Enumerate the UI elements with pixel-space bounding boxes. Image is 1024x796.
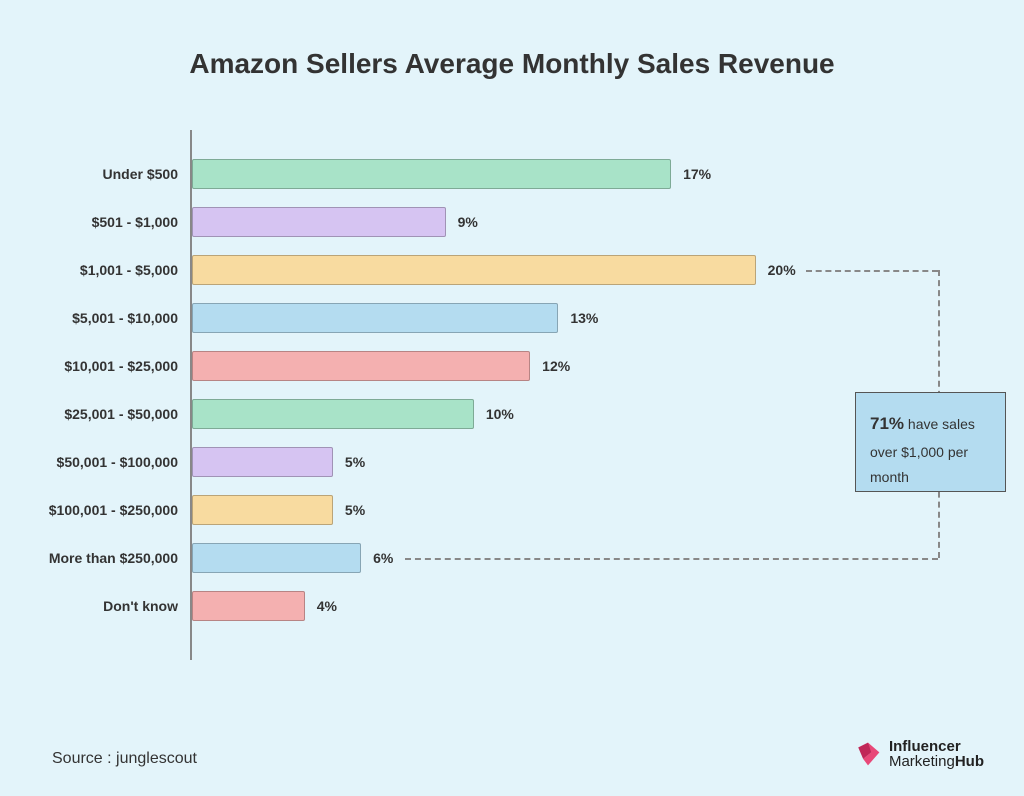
bar-value-label: 9% — [458, 214, 478, 230]
category-label: $50,001 - $100,000 — [57, 454, 178, 470]
bar-row: $100,001 - $250,0005% — [192, 486, 970, 534]
source-text: Source : junglescout — [52, 750, 197, 768]
logo-word-marketing: Marketing — [889, 753, 955, 770]
bar-row: Under $50017% — [192, 150, 970, 198]
bar-value-label: 10% — [486, 406, 514, 422]
bar-row: $10,001 - $25,00012% — [192, 342, 970, 390]
bar — [192, 591, 305, 621]
callout-box: 71% have sales over $1,000 per month — [855, 392, 1006, 492]
category-label: Under $500 — [103, 166, 178, 182]
callout-connector-bottom — [405, 558, 938, 560]
bar — [192, 495, 333, 525]
bar — [192, 543, 361, 573]
callout-connector-top — [806, 270, 938, 272]
bar-row: Don't know4% — [192, 582, 970, 630]
bar-value-label: 13% — [570, 310, 598, 326]
callout-percent: 71% — [870, 414, 904, 433]
bar-value-label: 17% — [683, 166, 711, 182]
chart-area: Under $50017%$501 - $1,0009%$1,001 - $5,… — [190, 130, 970, 660]
bar — [192, 303, 558, 333]
bar-row: $50,001 - $100,0005% — [192, 438, 970, 486]
bar-value-label: 5% — [345, 502, 365, 518]
category-label: $1,001 - $5,000 — [80, 262, 178, 278]
bar-row: $25,001 - $50,00010% — [192, 390, 970, 438]
bar-value-label: 6% — [373, 550, 393, 566]
category-label: More than $250,000 — [49, 550, 178, 566]
category-label: $5,001 - $10,000 — [72, 310, 178, 326]
category-label: Don't know — [103, 598, 178, 614]
chart-title: Amazon Sellers Average Monthly Sales Rev… — [0, 0, 1024, 80]
bar-row: $5,001 - $10,00013% — [192, 294, 970, 342]
logo-word-influencer: Influencer — [889, 738, 961, 755]
logo-icon — [855, 741, 881, 767]
bar — [192, 159, 671, 189]
bar — [192, 351, 530, 381]
bar-value-label: 12% — [542, 358, 570, 374]
bar — [192, 255, 756, 285]
bar-value-label: 20% — [768, 262, 796, 278]
brand-logo: Influencer MarketingHub — [855, 739, 984, 771]
category-label: $100,001 - $250,000 — [49, 502, 178, 518]
bar — [192, 399, 474, 429]
bar — [192, 207, 446, 237]
category-label: $10,001 - $25,000 — [64, 358, 178, 374]
logo-text: Influencer MarketingHub — [889, 739, 984, 771]
bar-row: $501 - $1,0009% — [192, 198, 970, 246]
logo-word-hub: Hub — [955, 753, 984, 770]
bar — [192, 447, 333, 477]
bar-value-label: 4% — [317, 598, 337, 614]
category-label: $501 - $1,000 — [92, 214, 178, 230]
bar-value-label: 5% — [345, 454, 365, 470]
category-label: $25,001 - $50,000 — [64, 406, 178, 422]
